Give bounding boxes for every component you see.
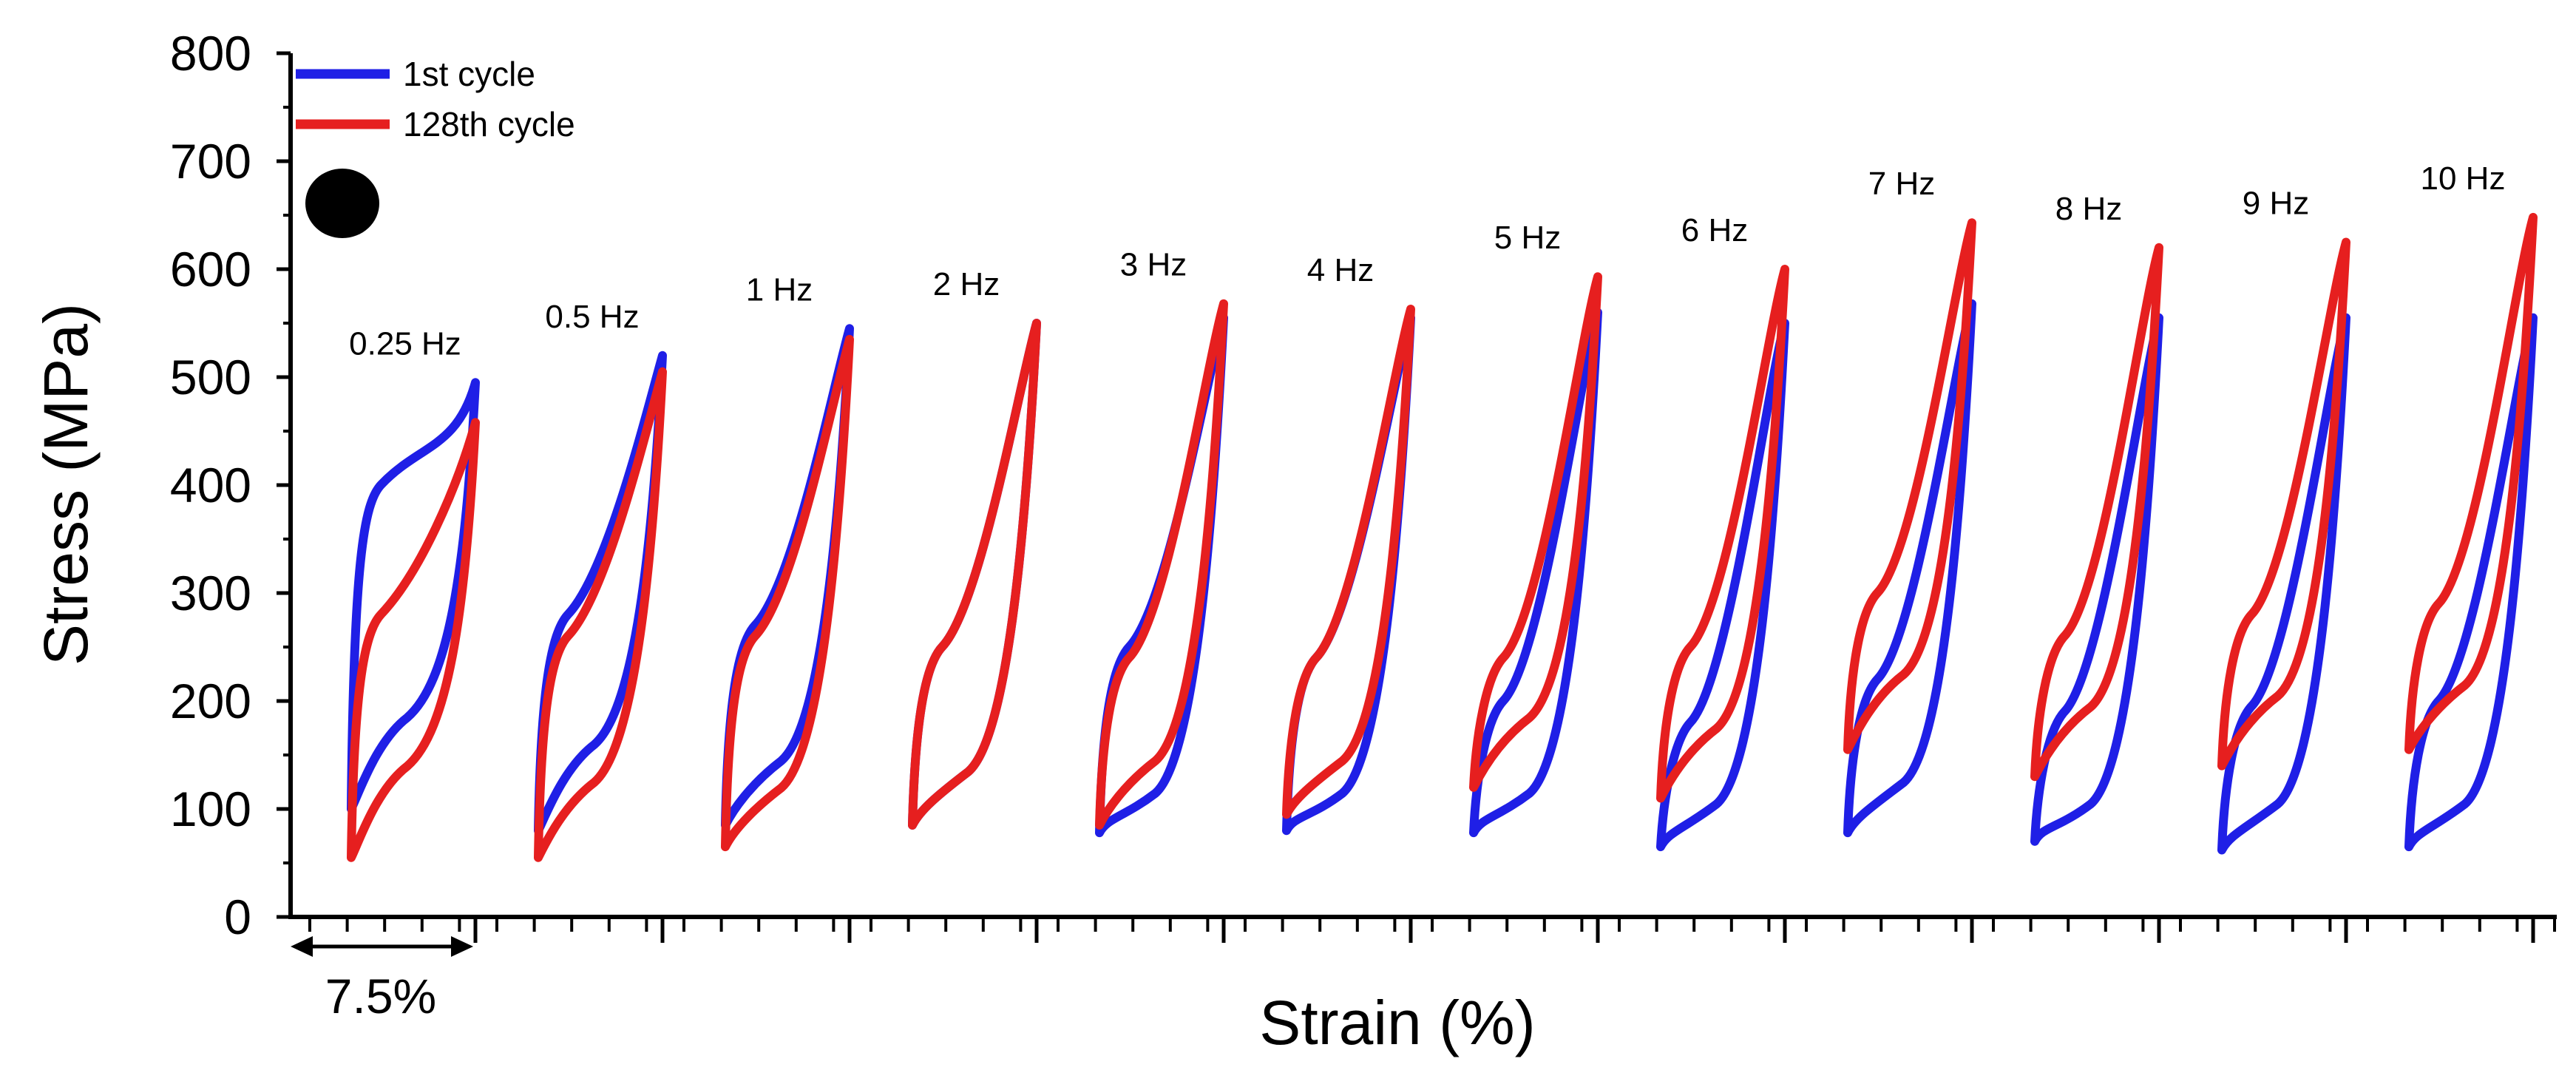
loop-group: 8 Hz xyxy=(2030,191,2163,846)
y-tick-label: 800 xyxy=(170,26,251,81)
loop-1st-cycle xyxy=(1843,299,1976,838)
frequency-label: 2 Hz xyxy=(933,266,1000,302)
loop-group: 4 Hz xyxy=(1282,252,1415,836)
frequency-label: 8 Hz xyxy=(2055,191,2122,227)
loop-group: 6 Hz xyxy=(1656,212,1789,852)
loop-128th-cycle xyxy=(2217,237,2350,771)
loop-128th-cycle xyxy=(1282,305,1415,819)
y-tick-label: 200 xyxy=(170,674,251,728)
loop-group: 1 Hz xyxy=(721,271,854,852)
loop-128th-cycle xyxy=(908,319,1041,830)
x-axis-ticks xyxy=(308,917,2556,943)
loop-1st-cycle xyxy=(2217,313,2350,855)
scale-bar-arrow-right xyxy=(451,936,473,957)
scale-bar-label: 7.5% xyxy=(325,969,436,1023)
loop-group: 0.5 Hz xyxy=(534,299,667,862)
legend-label-1st-cycle: 1st cycle xyxy=(403,55,535,93)
y-axis-ticks: 0 100 200 300 400 500 600 700 800 xyxy=(170,26,291,944)
y-tick-label: 700 xyxy=(170,134,251,189)
loop-1st-cycle xyxy=(2404,313,2538,852)
frequency-label: 4 Hz xyxy=(1307,252,1374,288)
y-tick-label: 400 xyxy=(170,458,251,512)
y-axis-title: Stress (MPa) xyxy=(31,303,101,666)
loop-128th-cycle xyxy=(1095,299,1228,830)
y-tick-label: 0 xyxy=(224,890,251,944)
loop-group: 3 Hz xyxy=(1095,247,1228,838)
frequency-label: 0.25 Hz xyxy=(349,325,461,362)
scale-bar-arrow-left xyxy=(291,936,313,957)
y-tick-label: 500 xyxy=(170,350,251,404)
loop-group: 5 Hz xyxy=(1469,220,1602,838)
loop-1st-cycle xyxy=(347,378,480,813)
frequency-label: 0.5 Hz xyxy=(545,299,639,335)
loop-1st-cycle xyxy=(534,351,667,836)
y-tick-label: 300 xyxy=(170,566,251,620)
loop-128th-cycle xyxy=(1469,272,1602,792)
loop-128th-cycle xyxy=(721,334,854,852)
loop-group: 2 Hz xyxy=(908,266,1041,830)
loop-group: 0.25 Hz xyxy=(347,325,480,862)
hysteresis-loops: 0.25 Hz 0.5 Hz 1 Hz 2 Hz 3 Hz 4 Hz 5 Hz 6 Hz 7 H… xyxy=(347,160,2538,862)
x-axis-title: Strain (%) xyxy=(1259,988,1535,1057)
loop-group: 10 Hz xyxy=(2404,160,2538,852)
strain-scale-bar: 7.5% xyxy=(291,936,473,1023)
loop-128th-cycle xyxy=(1656,265,1789,803)
frequency-label: 9 Hz xyxy=(2243,186,2309,222)
legend-label-128th-cycle: 128th cycle xyxy=(403,105,575,143)
loop-group: 7 Hz xyxy=(1843,166,1976,838)
loop-1st-cycle xyxy=(2030,313,2163,846)
y-tick-label: 100 xyxy=(170,782,251,836)
frequency-label: 1 Hz xyxy=(746,271,813,308)
legend: 1st cycle 128th cycle xyxy=(296,55,575,143)
loop-128th-cycle xyxy=(2404,212,2538,754)
loop-128th-cycle xyxy=(534,367,667,862)
frequency-label: 5 Hz xyxy=(1494,220,1561,256)
loop-128th-cycle xyxy=(2030,243,2163,782)
loop-128th-cycle xyxy=(347,418,480,862)
y-tick-label: 600 xyxy=(170,242,251,297)
loop-128th-cycle xyxy=(1843,218,1976,754)
frequency-label: 7 Hz xyxy=(1868,166,1935,202)
frequency-label: 3 Hz xyxy=(1120,247,1187,283)
frequency-label: 6 Hz xyxy=(1681,212,1748,248)
loop-group: 9 Hz xyxy=(2217,186,2350,855)
black-circle-marker xyxy=(305,169,379,238)
frequency-label: 10 Hz xyxy=(2421,160,2506,197)
